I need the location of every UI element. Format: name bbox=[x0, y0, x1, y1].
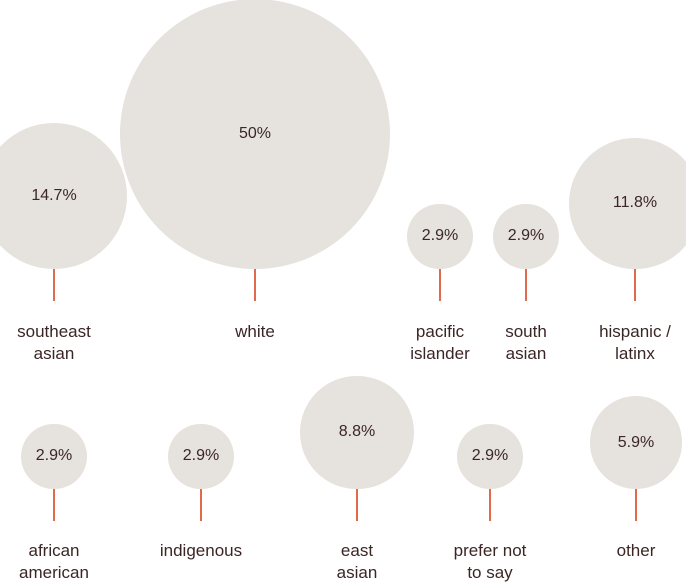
bubble-stem bbox=[489, 489, 491, 521]
bubble-value-label: 50% bbox=[238, 125, 272, 142]
category-label: pacific islander bbox=[410, 322, 470, 363]
bubble-stem bbox=[634, 269, 636, 301]
bubble: 2.9% bbox=[493, 203, 559, 269]
bubble: 5.9% bbox=[589, 396, 683, 489]
bubble-value-label: 2.9% bbox=[182, 447, 220, 465]
category-label: southeast asian bbox=[17, 322, 91, 363]
bubble: 14.7% bbox=[0, 122, 128, 269]
bubble-stem bbox=[525, 269, 527, 301]
category-label: prefer not to say bbox=[453, 541, 527, 582]
bubble: 11.8% bbox=[569, 137, 686, 269]
bubble: 50% bbox=[120, 0, 390, 269]
category-label: other bbox=[616, 541, 656, 560]
bubble-stem bbox=[439, 269, 441, 301]
bubble-stem bbox=[635, 489, 637, 521]
bubble-value-label: 11.8% bbox=[612, 194, 658, 212]
bubble-stem bbox=[356, 489, 358, 521]
bubble-stem bbox=[254, 269, 256, 301]
bubble-value-label: 2.9% bbox=[507, 227, 545, 245]
bubble: 8.8% bbox=[300, 375, 414, 489]
bubble-value-label: 2.9% bbox=[471, 447, 509, 465]
bubble: 2.9% bbox=[21, 423, 87, 489]
bubble-value-label: 2.9% bbox=[35, 447, 73, 465]
bubble: 2.9% bbox=[168, 423, 234, 489]
category-label: white bbox=[235, 322, 275, 341]
bubble-stem bbox=[53, 489, 55, 521]
category-label: african american bbox=[19, 541, 89, 582]
bubble-value-label: 8.8% bbox=[338, 423, 376, 441]
category-label: east asian bbox=[336, 541, 378, 582]
bubble-stem bbox=[200, 489, 202, 521]
category-label: indigenous bbox=[159, 541, 243, 560]
bubble-value-label: 14.7% bbox=[31, 186, 77, 204]
bubble-stem bbox=[53, 269, 55, 301]
category-label: south asian bbox=[505, 322, 547, 363]
category-label: hispanic / latinx bbox=[599, 322, 671, 363]
bubble: 2.9% bbox=[457, 423, 523, 489]
bubble: 2.9% bbox=[407, 203, 473, 269]
bubble-value-label: 5.9% bbox=[617, 433, 655, 451]
bubble-value-label: 2.9% bbox=[421, 227, 459, 245]
